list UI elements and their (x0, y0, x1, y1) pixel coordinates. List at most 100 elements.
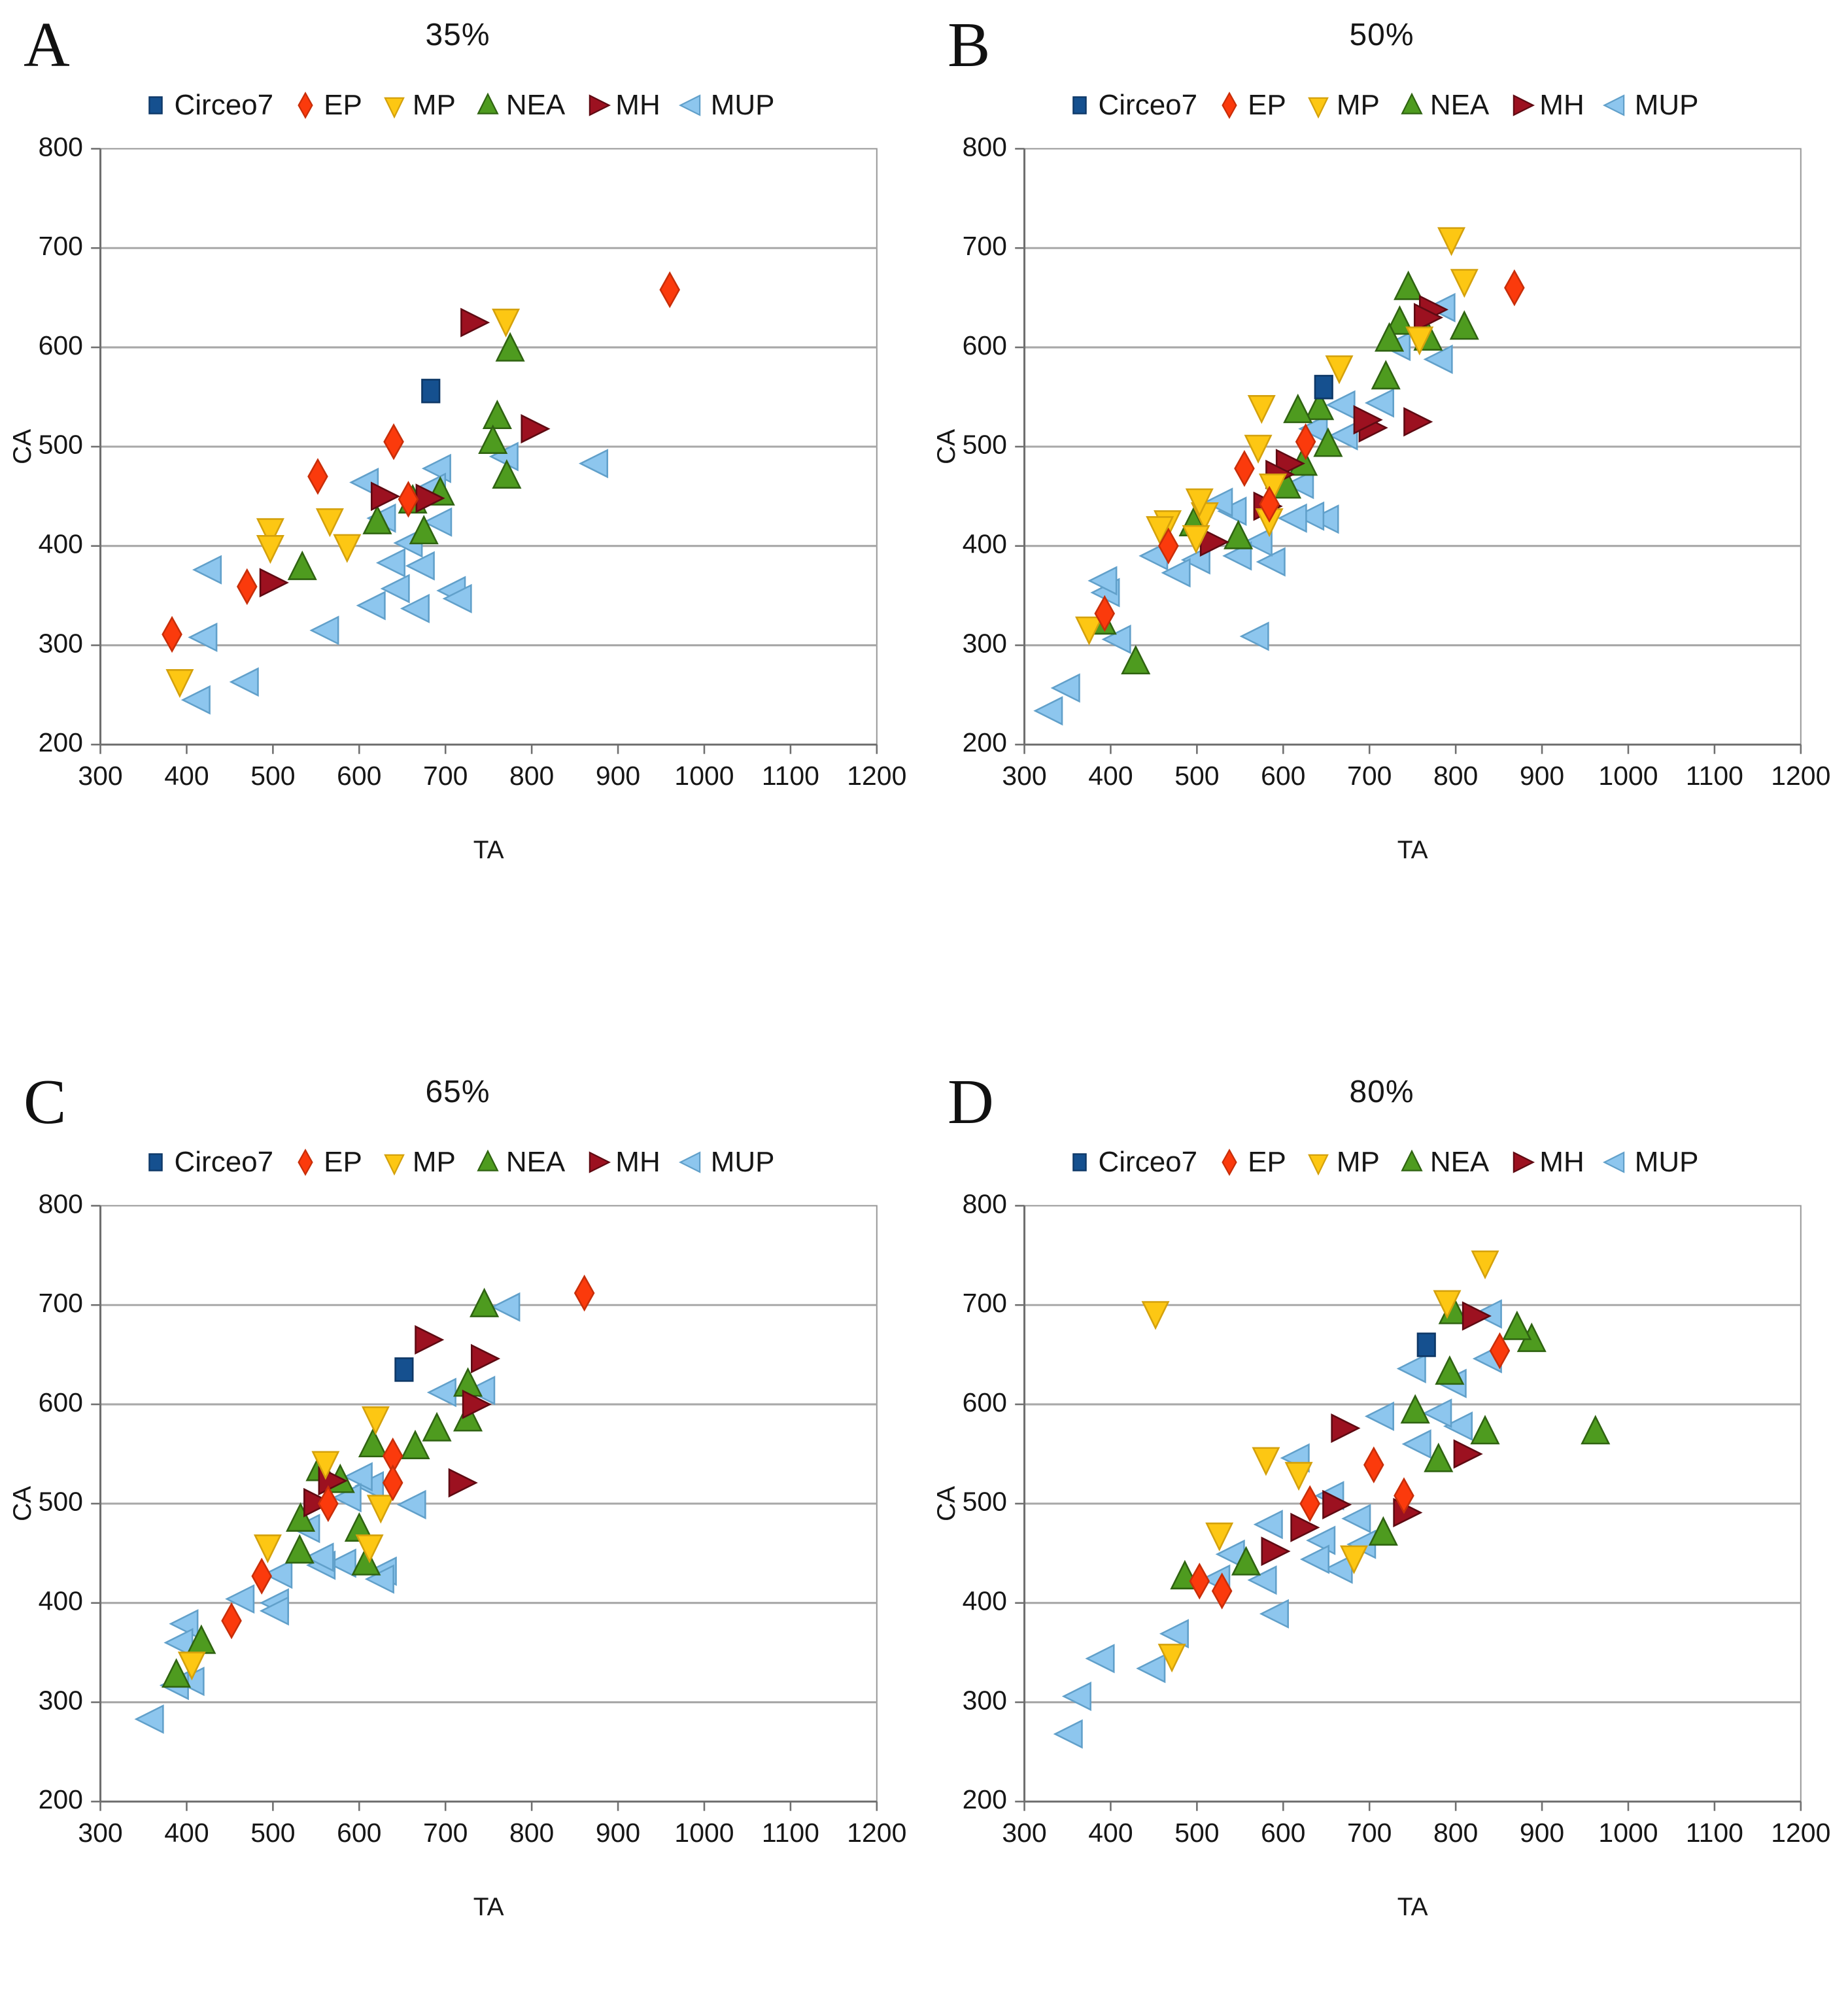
diamond-icon (298, 92, 313, 119)
panel-d: D 80% Circeo7 EP MP NEA MH MUP 200 300 400 500 60… (924, 1066, 1839, 1930)
point-MUP (188, 622, 218, 652)
legend-label: MP (412, 1145, 456, 1178)
point-MH (460, 307, 490, 338)
panel-title: 35% (425, 18, 490, 52)
point-MUP (1328, 421, 1358, 451)
point-MP (1244, 434, 1273, 464)
point-NEA (1305, 390, 1335, 421)
y-axis-label: CA (933, 429, 961, 464)
legend-label: MUP (1634, 89, 1699, 121)
scatter-chart: 200 300 400 500 600 700 800 300 400 500 600 700 800 9… (933, 137, 1830, 864)
point-MH (1353, 405, 1383, 435)
legend-item-mh: MH (582, 89, 660, 122)
triangle-up-icon (477, 92, 499, 114)
triangle-down-icon (383, 97, 405, 119)
y-tick-label: 500 (963, 1487, 1007, 1517)
point-NEA (287, 550, 317, 580)
y-tick-label: 700 (39, 231, 83, 261)
square-icon (148, 96, 163, 114)
legend-label: Circeo7 (1098, 89, 1198, 121)
legend-item-circeo7: Circeo7 (1065, 1146, 1197, 1179)
legend-item-mup: MUP (677, 1146, 775, 1179)
point-MP (1340, 1545, 1369, 1574)
point-EP (1157, 527, 1179, 564)
point-MUP (134, 1704, 164, 1734)
point-EP (1363, 1446, 1384, 1483)
y-tick-label: 800 (963, 1194, 1007, 1219)
point-MP (1437, 227, 1466, 256)
point-MUP (405, 551, 435, 581)
x-tick-label: 1000 (674, 761, 734, 791)
point-MP (1185, 488, 1214, 517)
legend-label: EP (324, 1145, 362, 1178)
point-MUP (263, 1559, 293, 1589)
point-MUP (180, 685, 211, 715)
point-MP (1252, 1447, 1280, 1476)
legend-item-mp: MP (1303, 1146, 1380, 1179)
panel-letter: A (24, 10, 70, 80)
triangle-left-icon (1602, 94, 1624, 116)
legend-label: MUP (710, 1145, 775, 1178)
point-MH (1453, 1439, 1483, 1469)
point-NEA (1375, 322, 1405, 352)
point-MP (1146, 516, 1174, 545)
point-NEA (1368, 1515, 1398, 1546)
legend: Circeo7 EP MP NEA MH MUP (0, 88, 915, 122)
y-tick-label: 400 (963, 1585, 1007, 1616)
point-NEA (482, 399, 512, 430)
x-tick-label: 500 (250, 1818, 295, 1848)
point-MH (1290, 1512, 1320, 1542)
point-MP (1433, 1290, 1462, 1319)
x-tick-label: 700 (423, 1818, 468, 1848)
legend-item-nea: NEA (473, 1146, 565, 1179)
point-MUP (1239, 621, 1269, 651)
x-axis-label: TA (473, 1893, 504, 1921)
x-tick-label: 1000 (1598, 761, 1658, 791)
point-MUP (1085, 1644, 1115, 1674)
x-tick-label: 300 (78, 761, 122, 791)
legend: Circeo7 EP MP NEA MH MUP (924, 88, 1839, 122)
point-MP (253, 1534, 282, 1564)
legend-item-mup: MUP (677, 89, 775, 122)
x-tick-label: 700 (423, 761, 468, 791)
x-tick-label: 900 (1520, 1818, 1564, 1848)
point-MP (355, 1534, 384, 1564)
point-MUP (1284, 470, 1314, 500)
y-axis-label: CA (933, 1486, 961, 1521)
point-MUP (364, 1564, 394, 1594)
legend-label: NEA (1429, 1145, 1490, 1178)
legend-item-nea: NEA (1397, 89, 1489, 122)
y-tick-label: 300 (39, 1685, 83, 1715)
triangle-up-icon (1401, 92, 1423, 114)
legend-item-mp: MP (379, 1146, 456, 1179)
point-NEA (1231, 1546, 1261, 1576)
legend-item-mup: MUP (1601, 89, 1699, 122)
point-MUP (356, 591, 386, 621)
triangle-right-icon (1513, 1151, 1535, 1173)
point-MUP (375, 547, 406, 578)
point-MUP (1087, 566, 1118, 596)
point-MP (1471, 1250, 1499, 1279)
point-MUP (1443, 1411, 1473, 1441)
point-NEA (1581, 1415, 1611, 1445)
panel-a: A 35% Circeo7 EP MP NEA MH MUP 200 300 400 500 60… (0, 9, 915, 873)
x-tick-label: 500 (250, 761, 295, 791)
scatter-chart: 200 300 400 500 600 700 800 300 400 500 600 700 800 9… (933, 1194, 1830, 1921)
point-MUP (304, 1542, 334, 1572)
point-MUP (1298, 414, 1328, 444)
legend-item-mh: MH (1506, 1146, 1584, 1179)
y-tick-label: 300 (963, 628, 1007, 658)
point-MUP (1326, 390, 1356, 420)
point-MP (1075, 616, 1104, 646)
point-MUP (326, 1548, 356, 1578)
panel-b: B 50% Circeo7 EP MP NEA MH MUP 200 300 400 500 60… (924, 9, 1839, 873)
point-EP (383, 423, 404, 460)
point-NEA (492, 459, 522, 489)
legend-label: MP (1336, 89, 1380, 121)
y-tick-label: 200 (963, 1784, 1007, 1814)
point-MP (1157, 1643, 1186, 1673)
point-MH (1413, 303, 1444, 333)
point-MUP (1422, 1398, 1452, 1428)
x-tick-label: 1100 (762, 761, 819, 791)
point-MH (521, 414, 551, 444)
